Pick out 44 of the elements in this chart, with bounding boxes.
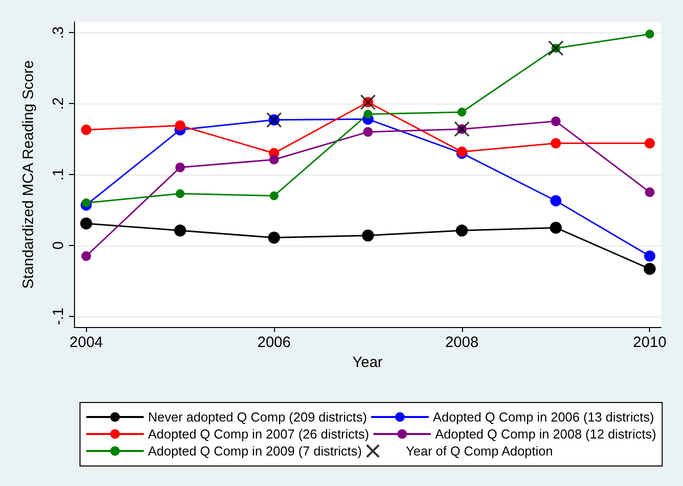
- point: [364, 110, 372, 119]
- y-tick-label: .1: [50, 168, 67, 181]
- point: [644, 187, 655, 198]
- point: [81, 251, 92, 261]
- y-tick-label: .2: [50, 97, 67, 110]
- point: [644, 262, 656, 275]
- y-tick-label: -.1: [50, 308, 67, 326]
- y-tick-label: 0: [50, 241, 67, 250]
- point: [551, 116, 561, 126]
- legend-label: Adopted Q Comp in 2006 (13 districts): [432, 410, 654, 424]
- point: [644, 250, 656, 262]
- legend-label: Never adopted Q Comp (209 districts): [148, 410, 367, 424]
- point: [645, 30, 654, 38]
- point: [550, 138, 562, 148]
- point: [363, 127, 373, 137]
- point: [644, 138, 655, 148]
- point: [175, 162, 185, 172]
- y-tick-label: .3: [50, 26, 67, 39]
- point: [176, 189, 185, 198]
- x-tick-label: 2010: [633, 334, 666, 351]
- point: [174, 120, 186, 131]
- point: [548, 40, 564, 56]
- point: [550, 195, 562, 206]
- x-axis-title: Year: [352, 354, 383, 371]
- point: [80, 217, 92, 230]
- x-tick-label: 2006: [257, 334, 291, 351]
- point: [362, 230, 374, 242]
- point: [174, 224, 186, 237]
- x-tick-label: 2004: [70, 334, 103, 351]
- point: [454, 121, 470, 137]
- x-tick-label: 2008: [445, 334, 479, 351]
- point: [269, 154, 279, 164]
- point: [270, 191, 278, 200]
- point: [458, 108, 466, 116]
- legend-label: Adopted Q Comp in 2007 (26 districts): [148, 426, 370, 442]
- point: [456, 224, 468, 237]
- legend-label: Adopted Q Comp in 2009 (7 districts): [148, 444, 362, 458]
- point: [550, 222, 562, 234]
- point: [82, 198, 91, 208]
- y-axis-title: Standardized MCA Reading Score: [20, 60, 37, 289]
- point: [81, 124, 92, 136]
- point: [268, 232, 280, 244]
- legend-label: Year of Q Comp Adoption: [406, 444, 553, 458]
- legend-label: Adopted Q Comp in 2008 (12 districts): [435, 426, 656, 442]
